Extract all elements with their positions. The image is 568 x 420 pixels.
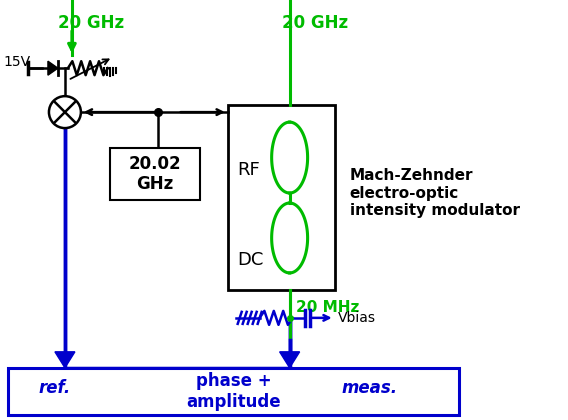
Bar <box>8 368 460 415</box>
Bar <box>228 105 335 290</box>
Text: Mach-Zehnder
electro-optic
intensity modulator: Mach-Zehnder electro-optic intensity mod… <box>349 168 520 218</box>
Text: 20.02
GHz: 20.02 GHz <box>128 155 181 194</box>
Bar <box>110 148 200 200</box>
Text: 20 MHz: 20 MHz <box>295 300 359 315</box>
Polygon shape <box>48 61 58 75</box>
Text: RF: RF <box>237 161 261 179</box>
Text: phase +
amplitude: phase + amplitude <box>186 372 281 411</box>
Text: 20 GHz: 20 GHz <box>282 14 348 32</box>
Text: 15V: 15V <box>3 55 30 69</box>
Text: Vbias: Vbias <box>337 311 375 325</box>
Polygon shape <box>55 352 75 368</box>
Text: meas.: meas. <box>341 379 398 397</box>
Text: ref.: ref. <box>39 379 71 397</box>
Text: 20 GHz: 20 GHz <box>58 14 124 32</box>
Polygon shape <box>279 352 299 368</box>
Text: DC: DC <box>237 251 264 269</box>
Circle shape <box>49 96 81 128</box>
